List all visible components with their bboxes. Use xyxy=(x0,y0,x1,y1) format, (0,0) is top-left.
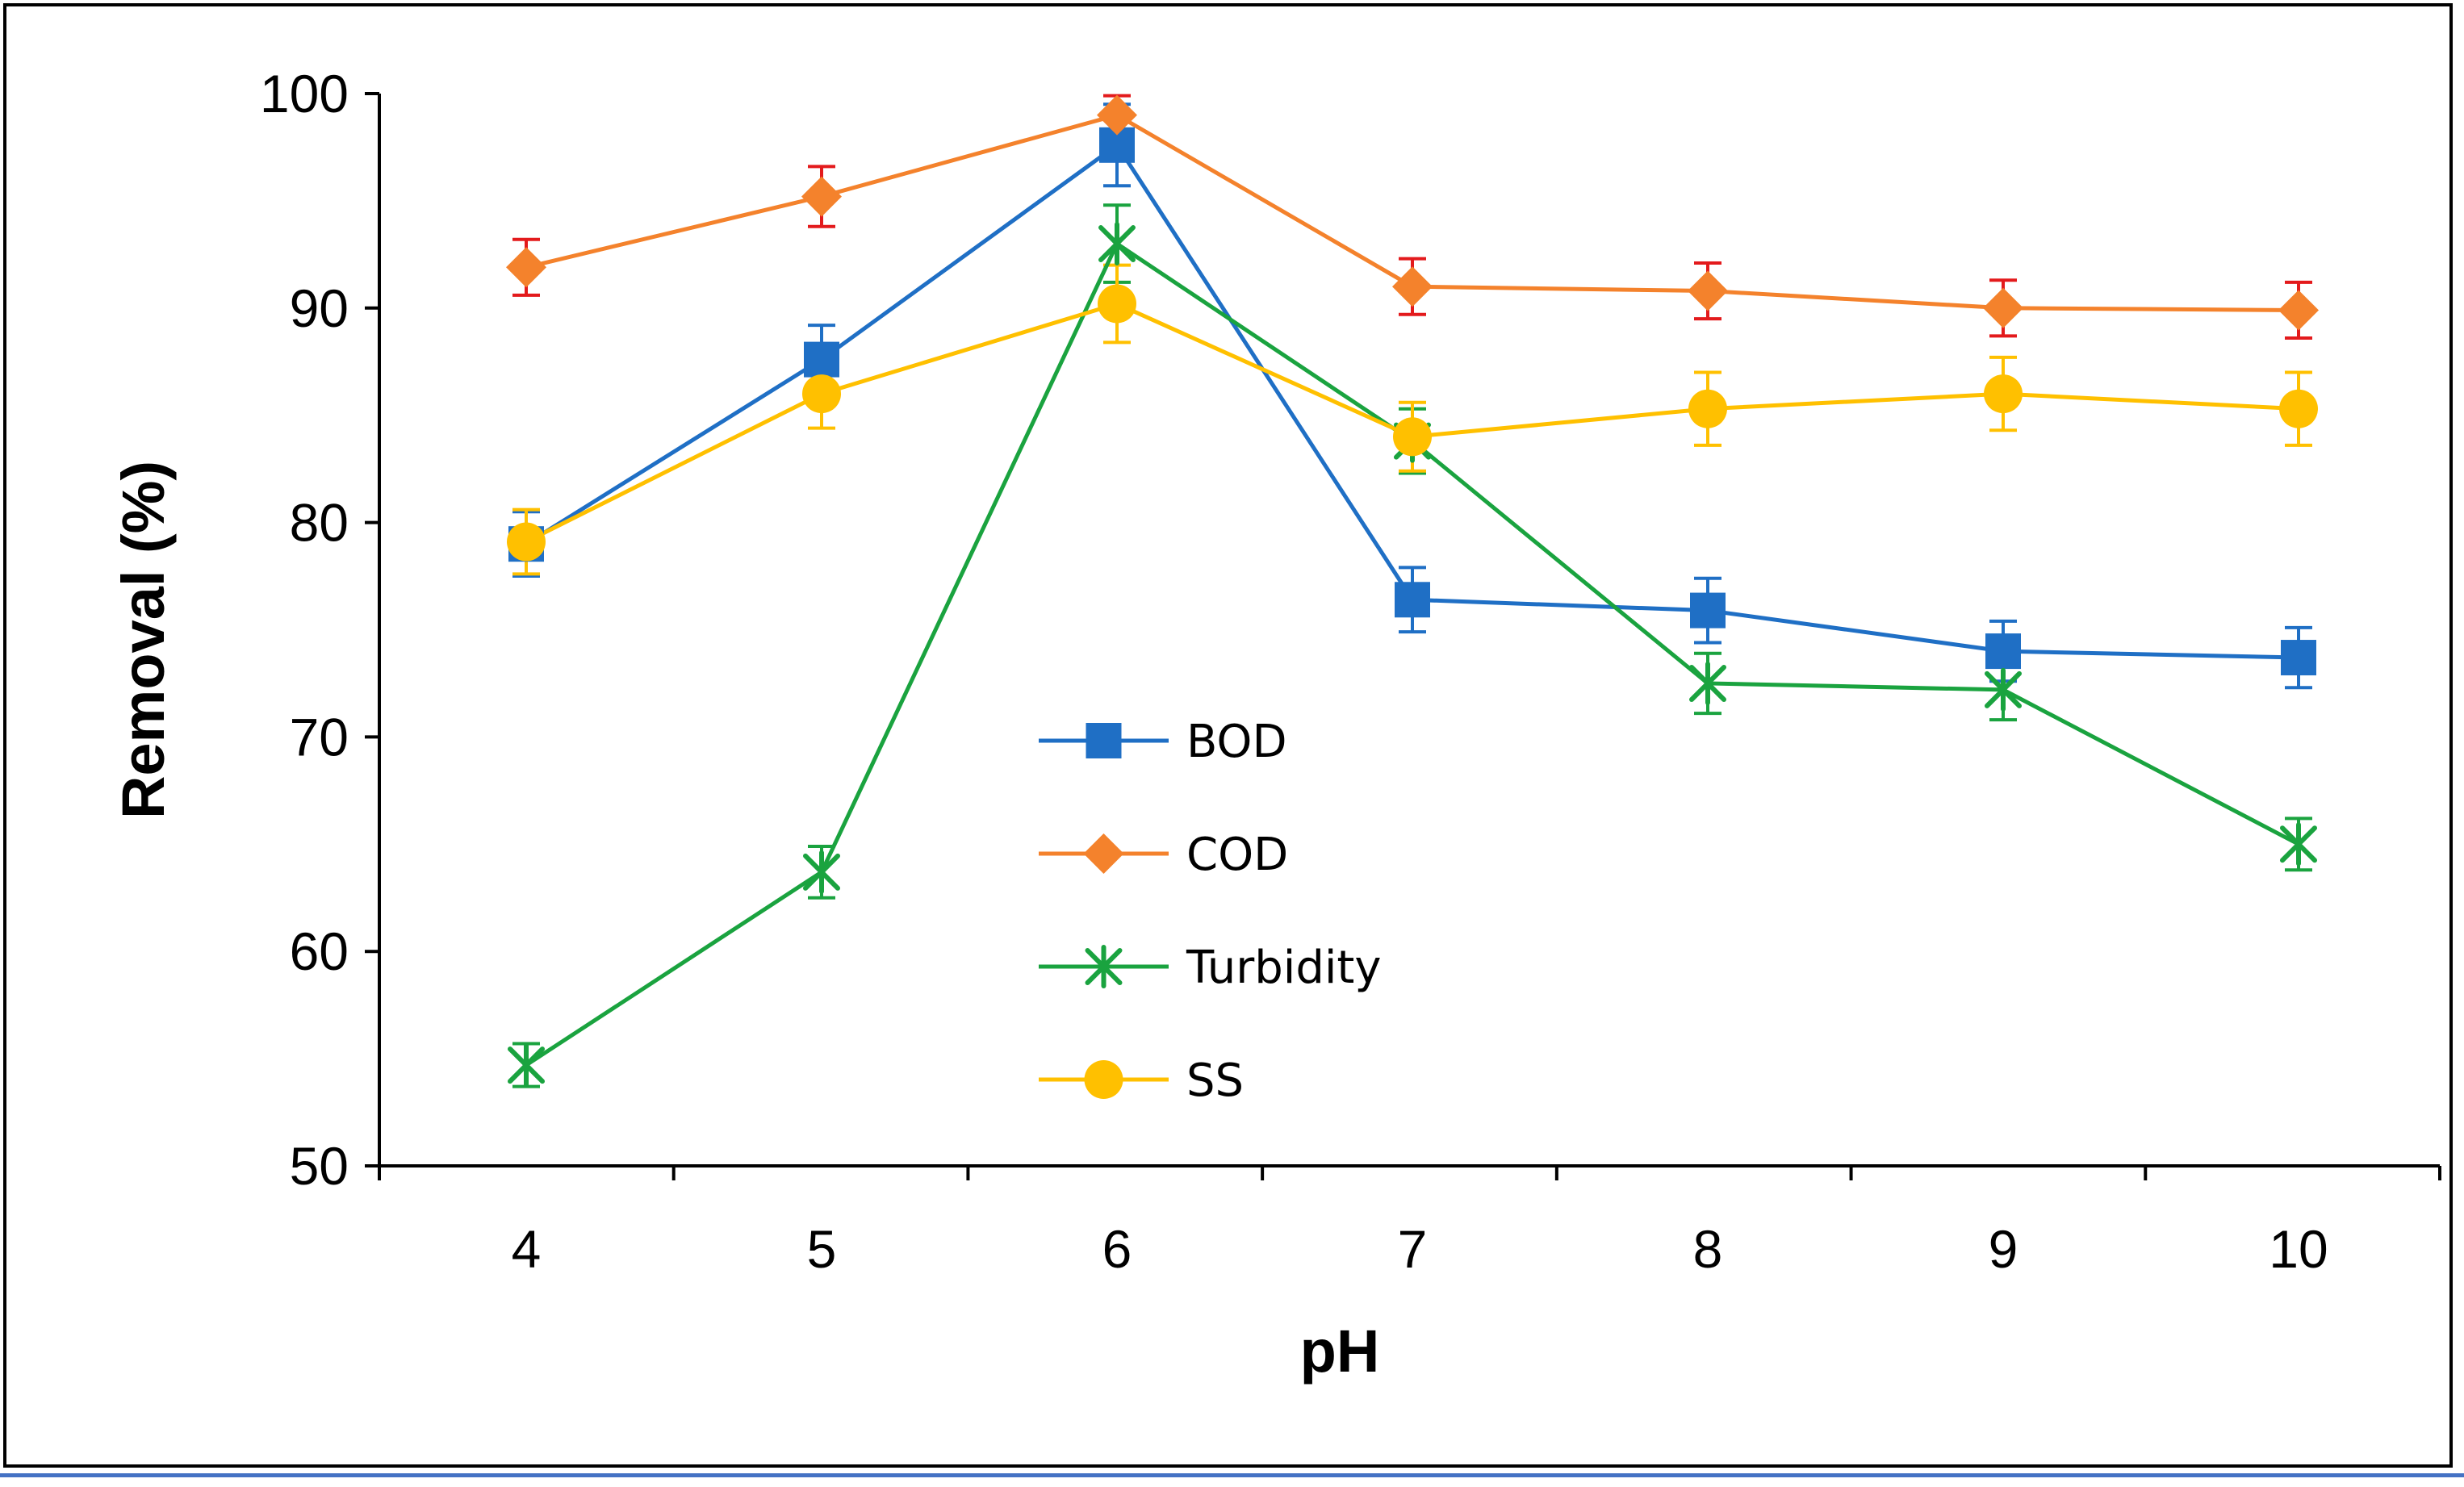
data-point-bod xyxy=(1690,592,1726,629)
legend-marker-turbidity xyxy=(1085,945,1123,988)
chart-frame xyxy=(3,3,2453,1468)
x-tick-label: 10 xyxy=(2269,1219,2328,1279)
y-tick-label: 60 xyxy=(290,921,349,981)
series-markers xyxy=(506,94,2319,1088)
axes: 50 60 70 80 90 100 4 5 6 7 8 9 10 xyxy=(260,64,2441,1279)
legend-label-bod: BOD xyxy=(1186,716,1287,768)
data-point-cod xyxy=(506,247,546,288)
data-point-ss xyxy=(2279,389,2318,428)
data-point-cod xyxy=(1392,266,1433,307)
data-point-ss xyxy=(1393,417,1432,457)
x-tick-label: 6 xyxy=(1102,1219,1132,1279)
x-axis-title: pH xyxy=(1300,1318,1380,1385)
data-point-turbidity xyxy=(1098,222,1136,266)
legend-label-ss: SS xyxy=(1186,1055,1244,1107)
y-tick-label: 50 xyxy=(290,1136,349,1196)
data-point-bod xyxy=(2281,640,2316,676)
x-tick-label: 4 xyxy=(512,1219,542,1279)
data-point-cod xyxy=(1688,270,1728,311)
data-point-bod xyxy=(1985,633,2021,670)
data-point-turbidity xyxy=(2280,822,2317,867)
legend-label-cod: COD xyxy=(1186,829,1288,881)
x-tick-label: 5 xyxy=(807,1219,837,1279)
x-tick-label: 8 xyxy=(1693,1219,1723,1279)
data-point-bod xyxy=(804,341,839,378)
data-point-ss xyxy=(507,522,546,562)
legend-label-turbidity: Turbidity xyxy=(1186,942,1382,994)
data-point-ss xyxy=(1984,374,2023,414)
x-tick-label: 7 xyxy=(1398,1219,1428,1279)
data-point-cod xyxy=(1097,94,1137,136)
data-point-ss xyxy=(1688,389,1727,428)
bottom-blue-rule xyxy=(0,1473,2464,1477)
y-tick-label: 100 xyxy=(260,64,349,123)
y-tick-label: 80 xyxy=(290,493,349,553)
legend-marker-ss xyxy=(1084,1060,1123,1099)
data-point-cod xyxy=(2278,290,2319,331)
data-point-turbidity xyxy=(803,850,840,894)
data-point-turbidity xyxy=(1985,667,2022,712)
data-point-turbidity xyxy=(508,1043,545,1088)
data-point-cod xyxy=(1983,287,2023,328)
data-point-bod xyxy=(1395,582,1430,618)
x-tick-label: 9 xyxy=(1989,1219,2018,1279)
data-point-cod xyxy=(801,176,842,217)
data-point-turbidity xyxy=(1689,661,1726,705)
legend-marker-bod xyxy=(1086,723,1122,758)
data-point-ss xyxy=(802,374,841,414)
data-point-ss xyxy=(1098,284,1136,324)
y-tick-label: 90 xyxy=(290,278,349,338)
y-axis-title: Removal (%) xyxy=(110,461,177,819)
legend-marker-cod xyxy=(1083,833,1124,874)
legend: BOD COD Turbidity SS xyxy=(1039,716,1382,1107)
y-tick-label: 70 xyxy=(290,707,349,766)
series-line-turbidity xyxy=(525,240,2300,1067)
